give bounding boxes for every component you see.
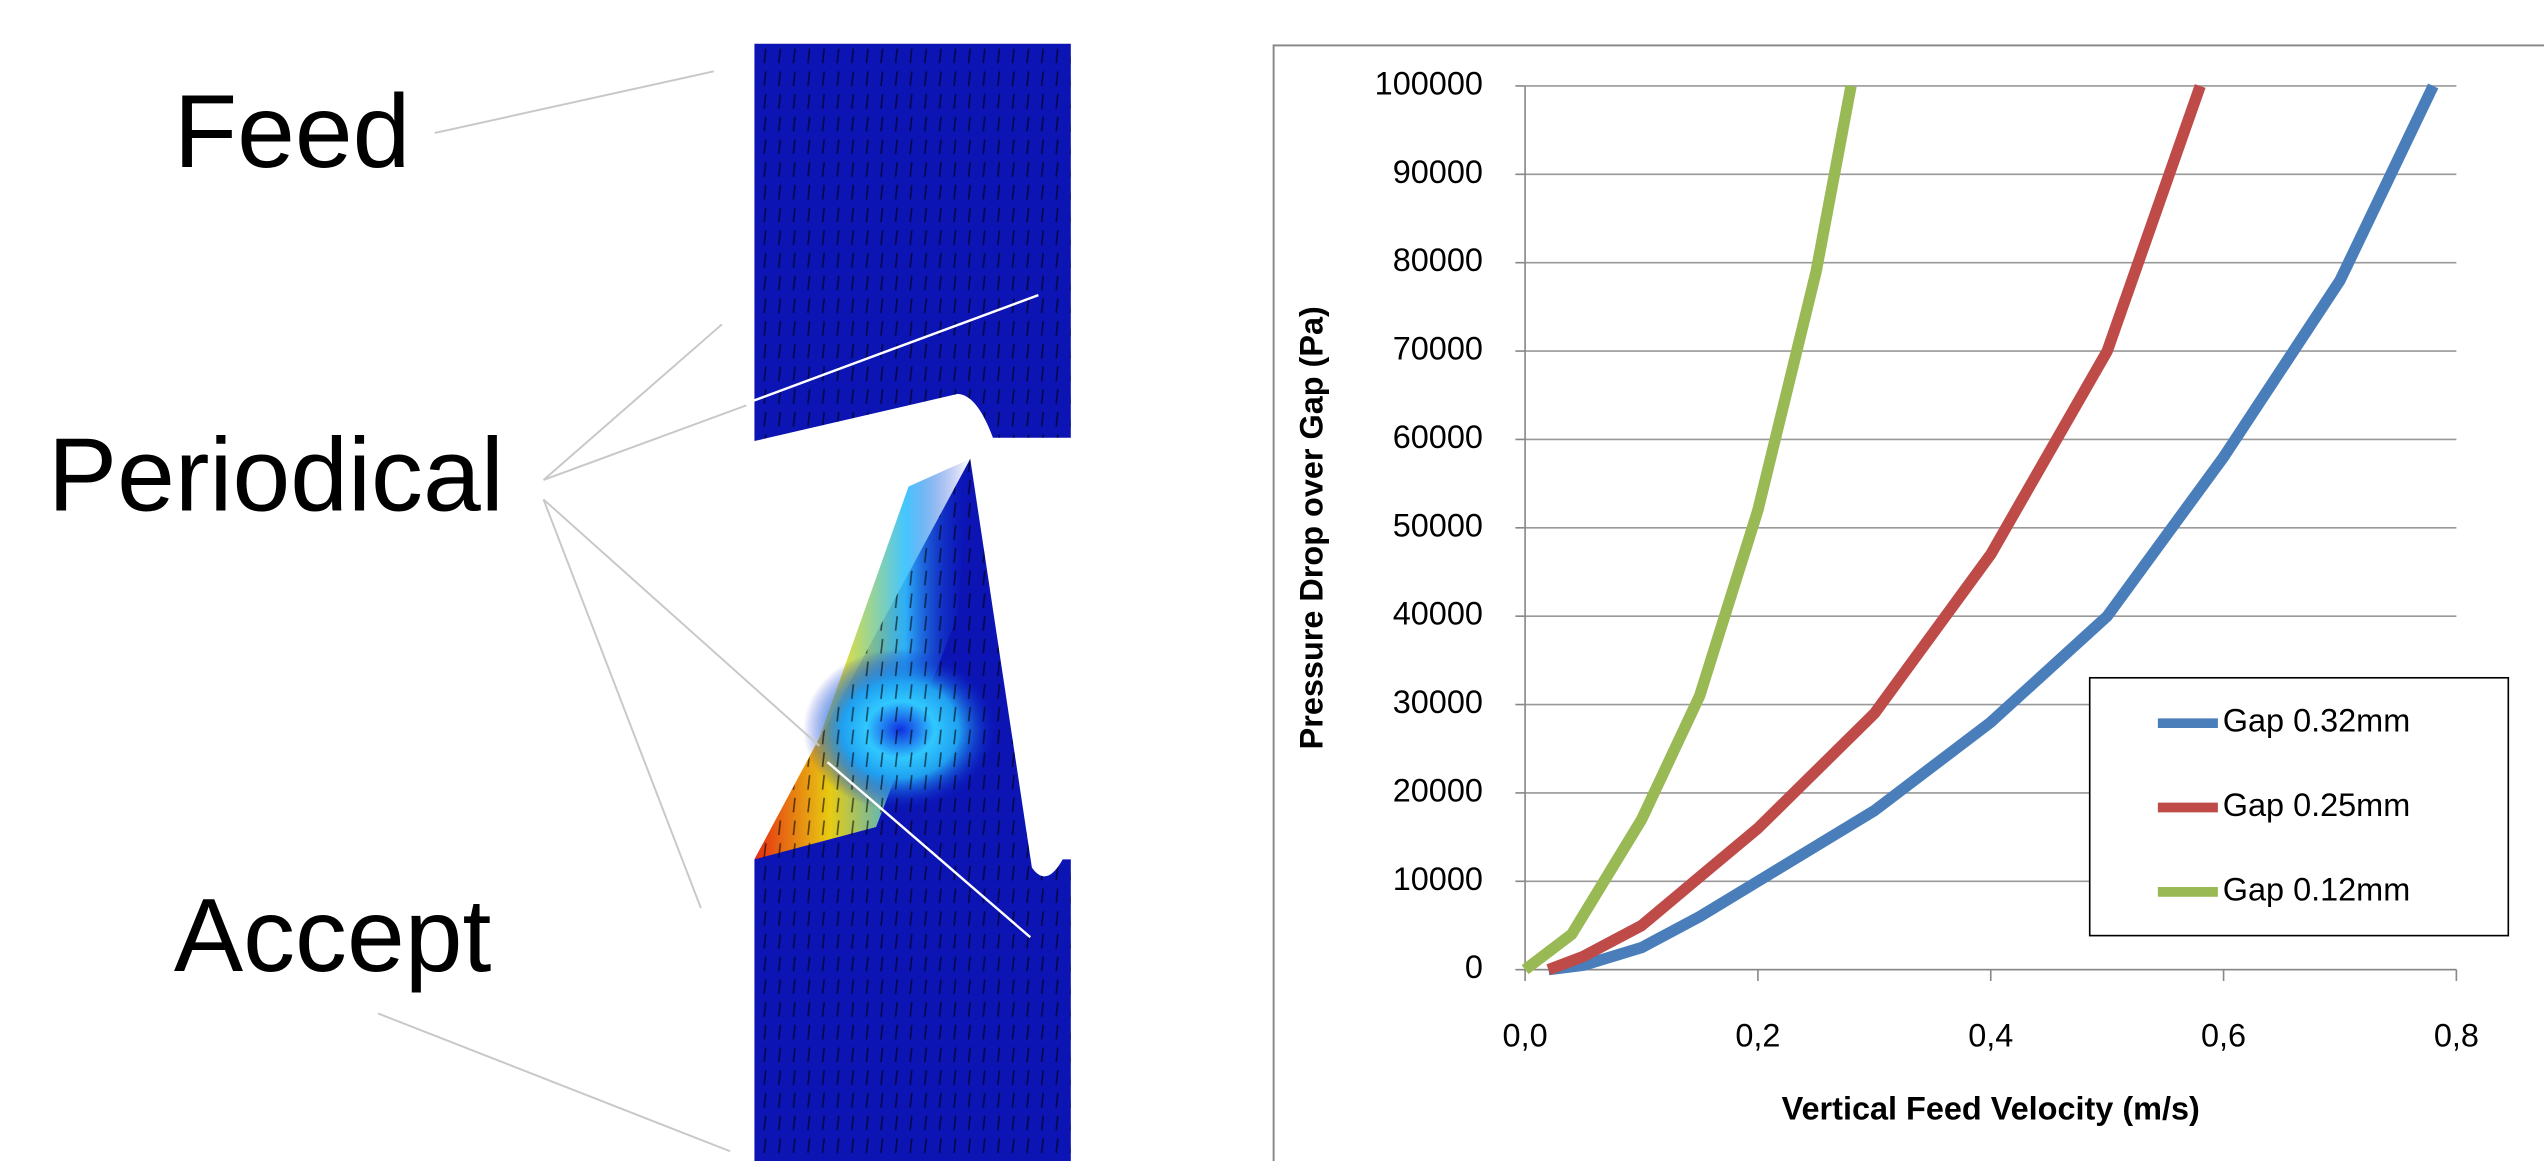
chart: 0 10000 20000 30000 40000 50000 60000 70000 8000… bbox=[1294, 66, 2510, 1126]
y-tick-label: 100000 bbox=[1375, 66, 1483, 102]
y-axis-label: Pressure Drop over Gap (Pa) bbox=[1294, 306, 1330, 749]
x-tick-label: 0,4 bbox=[1968, 1017, 2013, 1053]
x-tick-label: 0,6 bbox=[2201, 1017, 2246, 1053]
y-tick-label: 20000 bbox=[1393, 772, 1483, 808]
y-tick-label: 90000 bbox=[1393, 154, 1483, 190]
x-tick-label: 0,2 bbox=[1735, 1017, 1780, 1053]
y-tick-label: 80000 bbox=[1393, 242, 1483, 278]
y-tick-label: 40000 bbox=[1393, 596, 1483, 632]
series-line bbox=[1547, 83, 2439, 976]
y-tick-label: 50000 bbox=[1393, 507, 1483, 543]
series-line bbox=[1521, 84, 1857, 975]
y-tick-label: 60000 bbox=[1393, 419, 1483, 455]
label-accept: Accept bbox=[174, 877, 492, 993]
y-tick-label: 0 bbox=[1465, 949, 1483, 985]
legend-label: Gap 0.12mm bbox=[2223, 871, 2410, 907]
y-tick-label: 10000 bbox=[1393, 861, 1483, 897]
simulation-image bbox=[749, 43, 1071, 1161]
x-tick-label: 0,8 bbox=[2434, 1017, 2479, 1053]
chart-frame bbox=[1272, 44, 2544, 1161]
legend-label: Gap 0.25mm bbox=[2223, 787, 2410, 823]
x-axis-label: Vertical Feed Velocity (m/s) bbox=[1782, 1090, 2200, 1126]
legend-label: Gap 0.32mm bbox=[2223, 703, 2410, 739]
series-line bbox=[1546, 84, 2206, 975]
x-tick-label: 0,0 bbox=[1503, 1017, 1548, 1053]
y-tick-label: 30000 bbox=[1393, 684, 1483, 720]
label-feed: Feed bbox=[174, 73, 411, 189]
label-periodical: Periodical bbox=[48, 417, 504, 533]
y-tick-label: 70000 bbox=[1393, 331, 1483, 367]
pointer-lines bbox=[377, 70, 820, 1153]
